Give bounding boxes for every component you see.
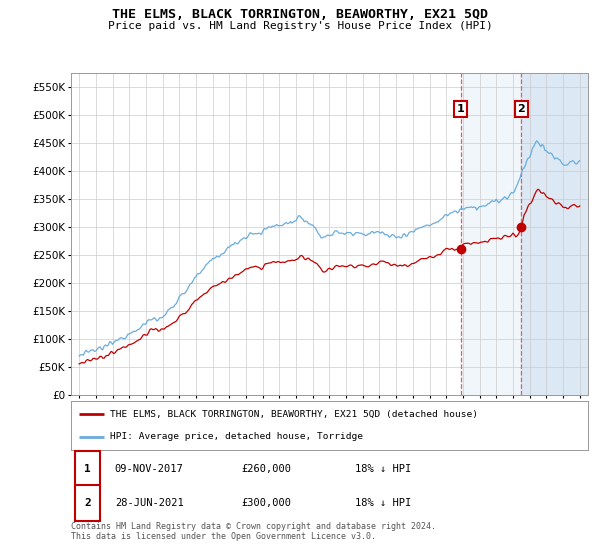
Bar <box>461 73 521 395</box>
Text: 2: 2 <box>517 104 525 114</box>
Text: £260,000: £260,000 <box>241 464 292 474</box>
Text: 18% ↓ HPI: 18% ↓ HPI <box>355 464 412 474</box>
Text: Price paid vs. HM Land Registry's House Price Index (HPI): Price paid vs. HM Land Registry's House … <box>107 21 493 31</box>
Bar <box>521 73 588 395</box>
Text: Contains HM Land Registry data © Crown copyright and database right 2024.
This d: Contains HM Land Registry data © Crown c… <box>71 522 436 542</box>
FancyBboxPatch shape <box>75 485 100 521</box>
Text: £300,000: £300,000 <box>241 498 292 508</box>
FancyBboxPatch shape <box>75 451 100 487</box>
Text: 09-NOV-2017: 09-NOV-2017 <box>115 464 184 474</box>
Text: 2: 2 <box>84 498 91 508</box>
Text: 28-JUN-2021: 28-JUN-2021 <box>115 498 184 508</box>
Text: 18% ↓ HPI: 18% ↓ HPI <box>355 498 412 508</box>
Text: HPI: Average price, detached house, Torridge: HPI: Average price, detached house, Torr… <box>110 432 362 441</box>
Text: 1: 1 <box>84 464 91 474</box>
Text: THE ELMS, BLACK TORRINGTON, BEAWORTHY, EX21 5QD: THE ELMS, BLACK TORRINGTON, BEAWORTHY, E… <box>112 8 488 21</box>
Text: 1: 1 <box>457 104 464 114</box>
Text: THE ELMS, BLACK TORRINGTON, BEAWORTHY, EX21 5QD (detached house): THE ELMS, BLACK TORRINGTON, BEAWORTHY, E… <box>110 409 478 419</box>
